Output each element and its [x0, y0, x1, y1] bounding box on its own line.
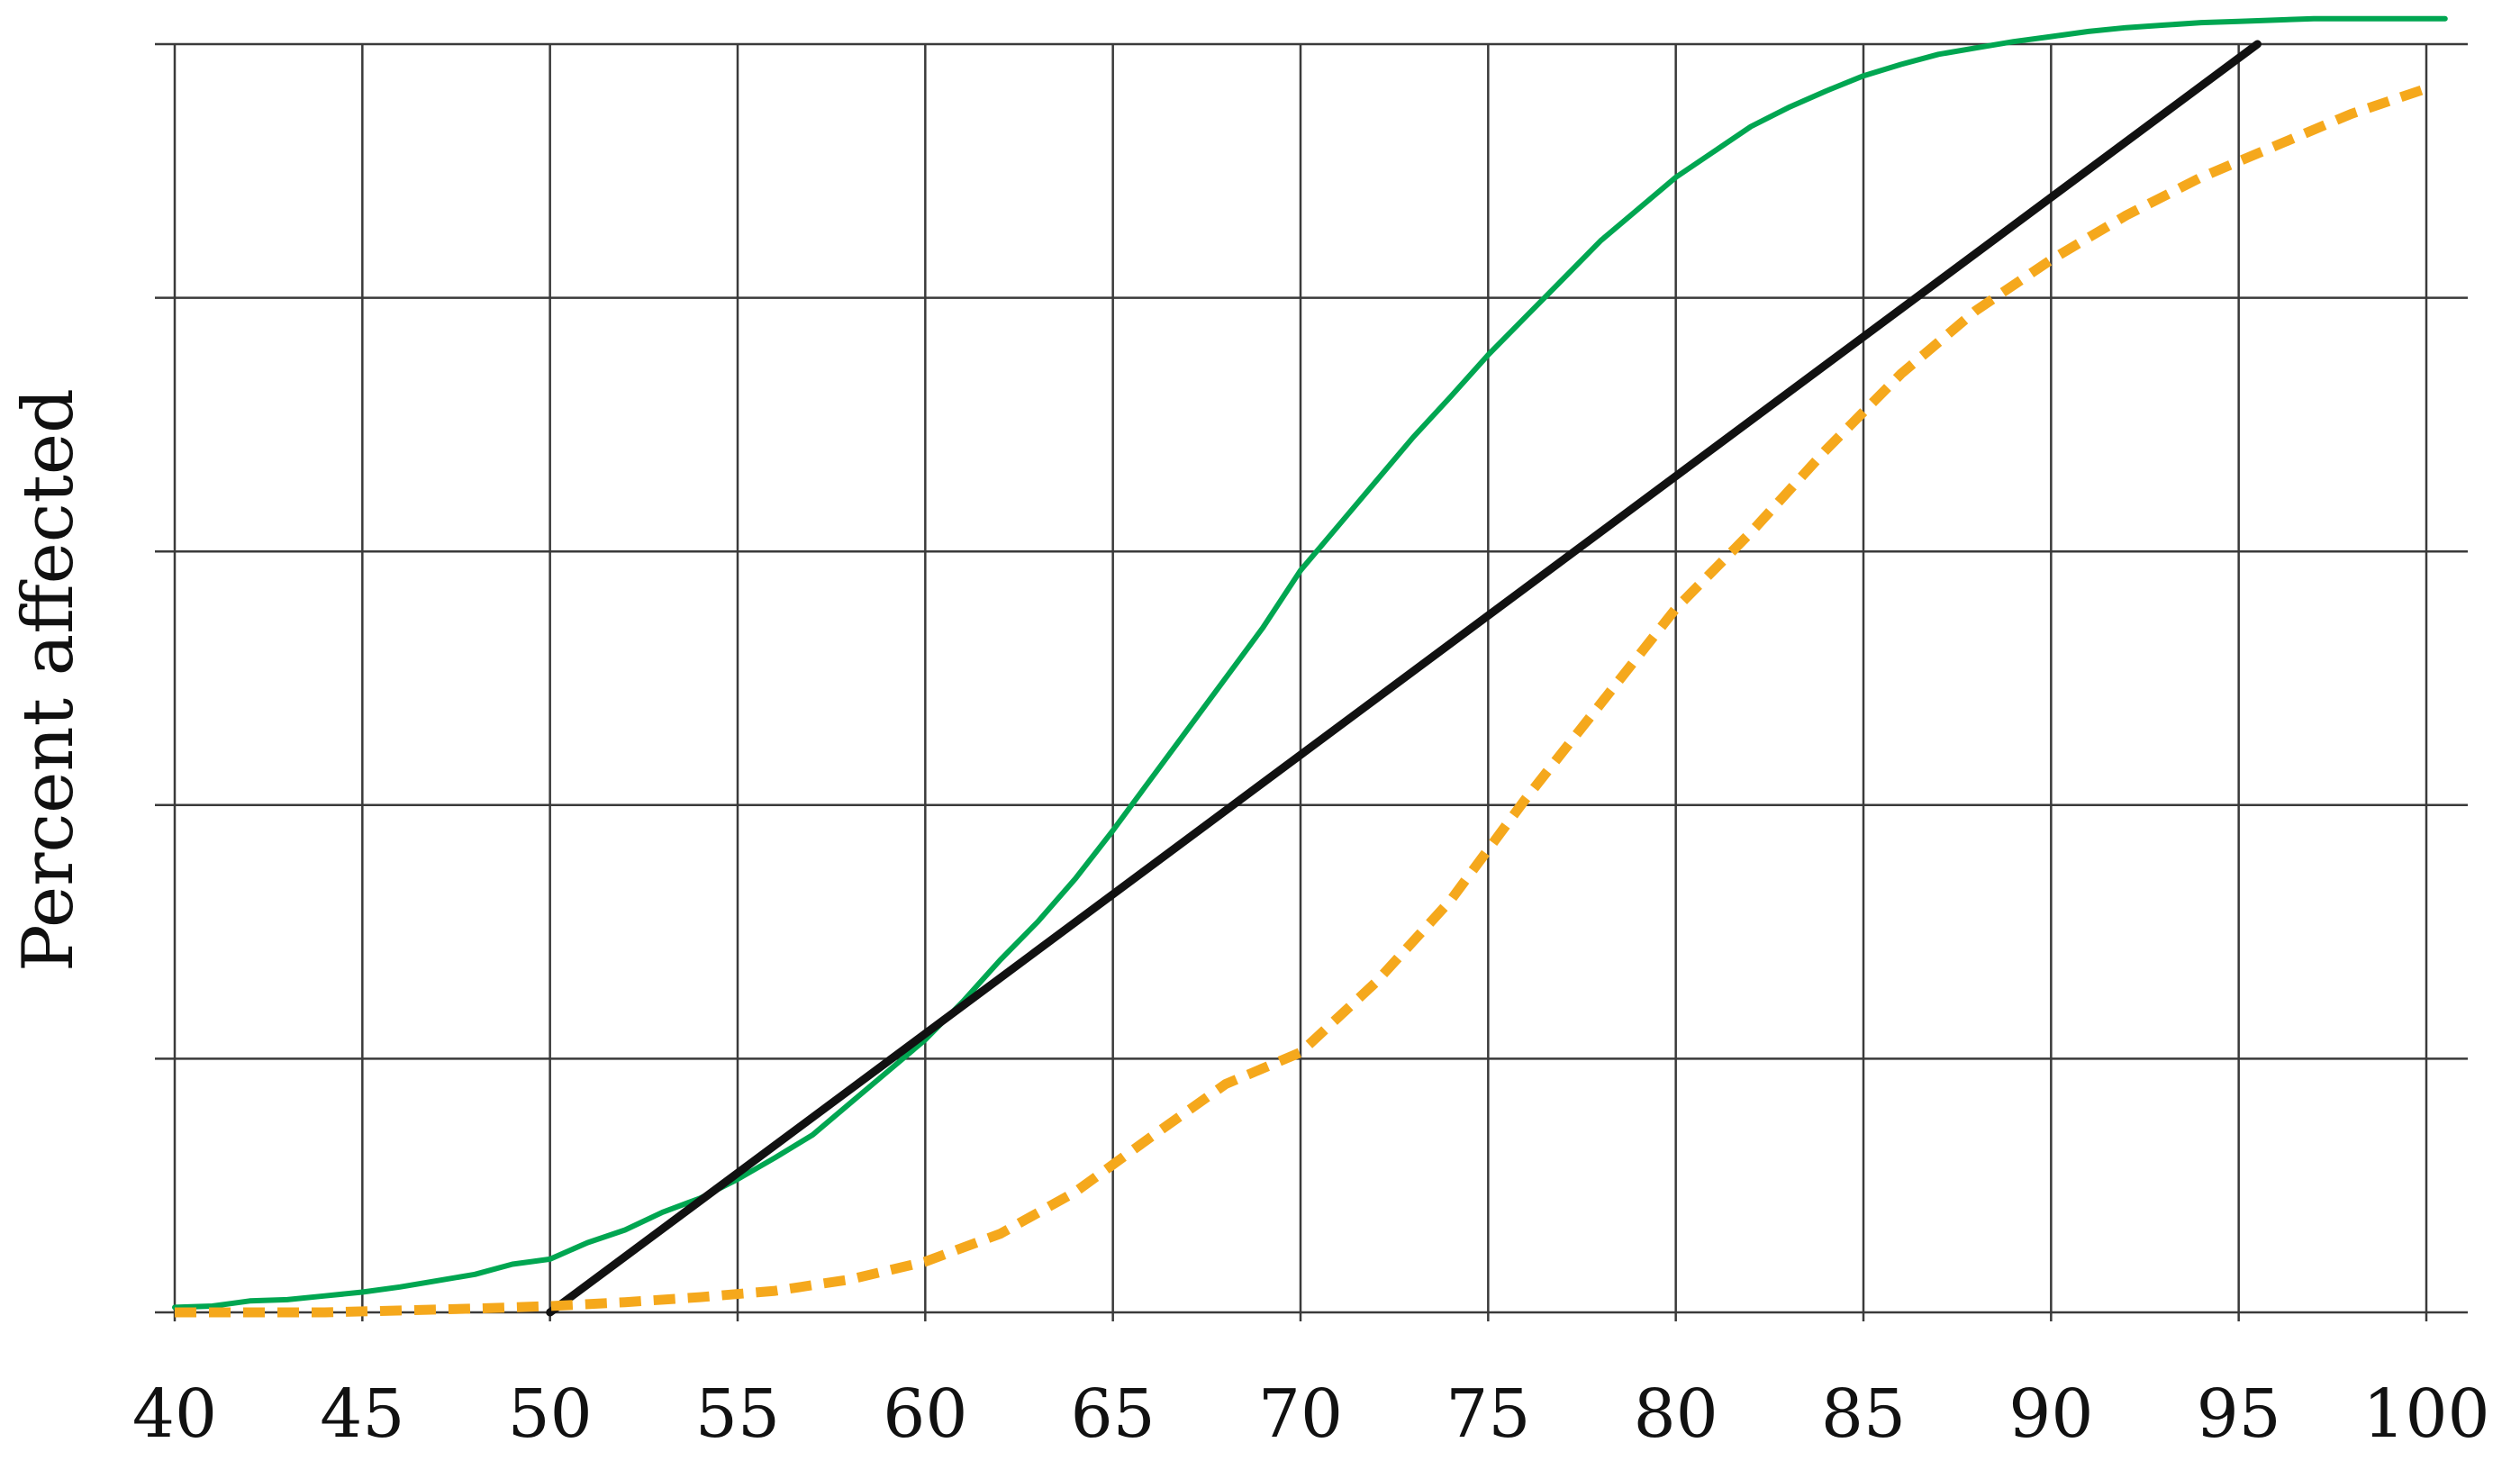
x-tick-label: 60	[883, 1375, 967, 1453]
series-line-1	[546, 40, 2262, 1317]
series-line-2	[175, 84, 2428, 1318]
grid	[155, 42, 2468, 1321]
x-tick-label: 40	[132, 1375, 217, 1453]
series-group	[172, 15, 2448, 1318]
x-tick-label: 90	[2008, 1375, 2093, 1453]
x-tick-label: 45	[320, 1375, 404, 1453]
x-tick-label: 70	[1258, 1375, 1343, 1453]
y-axis-label: Percent affected	[8, 388, 89, 972]
x-tick-label: 75	[1446, 1375, 1530, 1453]
x-tick-label: 55	[695, 1375, 780, 1453]
x-tick-label: 80	[1634, 1375, 1718, 1453]
x-tick-label: 85	[1821, 1375, 1906, 1453]
x-axis-tick-labels: 40 45 50 55 60 65 70 75 80 85 90 95 100	[132, 1375, 2490, 1453]
series-line-0	[172, 15, 2448, 1311]
x-tick-label: 95	[2197, 1375, 2281, 1453]
x-tick-label: 100	[2362, 1375, 2489, 1453]
x-tick-label: 65	[1071, 1375, 1156, 1453]
x-tick-label: 50	[508, 1375, 593, 1453]
